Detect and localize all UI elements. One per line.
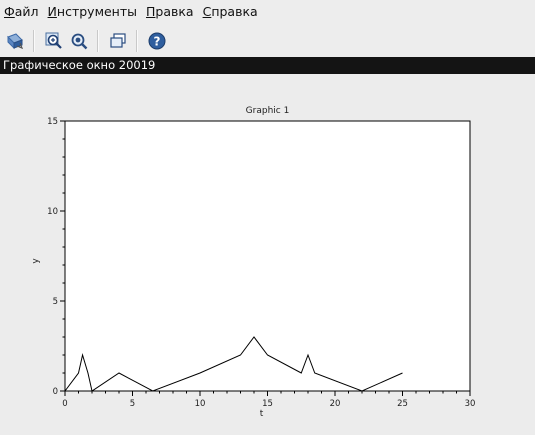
plot-area bbox=[64, 120, 471, 392]
rotate-icon bbox=[7, 32, 24, 49]
x-tick-label: 25 bbox=[397, 399, 408, 409]
toolbar-separator bbox=[136, 29, 138, 52]
x-tick-label: 0 bbox=[62, 399, 67, 409]
zoom-fit-icon bbox=[71, 33, 88, 49]
y-tick-label: 15 bbox=[47, 117, 58, 127]
menu-edit[interactable]: Правка bbox=[146, 4, 194, 19]
help-button[interactable]: ? bbox=[145, 29, 169, 53]
menu-help[interactable]: Справка bbox=[202, 4, 258, 19]
svg-text:?: ? bbox=[154, 34, 161, 48]
menu-tools[interactable]: Инструменты bbox=[47, 4, 138, 19]
x-tick-label: 30 bbox=[465, 399, 476, 409]
menu-file[interactable]: Файл bbox=[4, 4, 39, 19]
y-tick-label: 10 bbox=[47, 207, 58, 217]
y-axis-label: y bbox=[31, 258, 41, 264]
datatip-icon bbox=[110, 32, 126, 48]
x-axis-label: t bbox=[260, 409, 264, 419]
zoom-fit-button[interactable] bbox=[67, 29, 91, 53]
chart-title: Graphic 1 bbox=[246, 106, 290, 116]
graphic-window-title: Графическое окно 20019 bbox=[0, 57, 535, 74]
toolbar-separator bbox=[97, 29, 99, 52]
x-tick-label: 15 bbox=[262, 399, 273, 409]
y-tick-label: 0 bbox=[53, 387, 58, 397]
series-line bbox=[64, 336, 403, 392]
menu-bar: Файл Инструменты Правка Справка bbox=[0, 0, 535, 24]
datatip-button[interactable] bbox=[106, 29, 130, 53]
rotate-button[interactable] bbox=[3, 29, 27, 53]
help-icon: ? bbox=[148, 32, 166, 49]
toolbar-separator bbox=[33, 29, 35, 52]
zoom-in-button[interactable] bbox=[42, 29, 66, 53]
x-tick-label: 5 bbox=[130, 399, 135, 409]
graphic-canvas[interactable]: Graphic 1 0 5 10 15 20 25 30 0 5 10 15 t y bbox=[0, 74, 535, 431]
x-tick-label: 20 bbox=[330, 399, 341, 409]
y-tick-label: 5 bbox=[53, 297, 58, 307]
x-tick-label: 10 bbox=[195, 399, 206, 409]
zoom-in-icon bbox=[45, 32, 62, 49]
toolbar: ? bbox=[0, 24, 535, 57]
